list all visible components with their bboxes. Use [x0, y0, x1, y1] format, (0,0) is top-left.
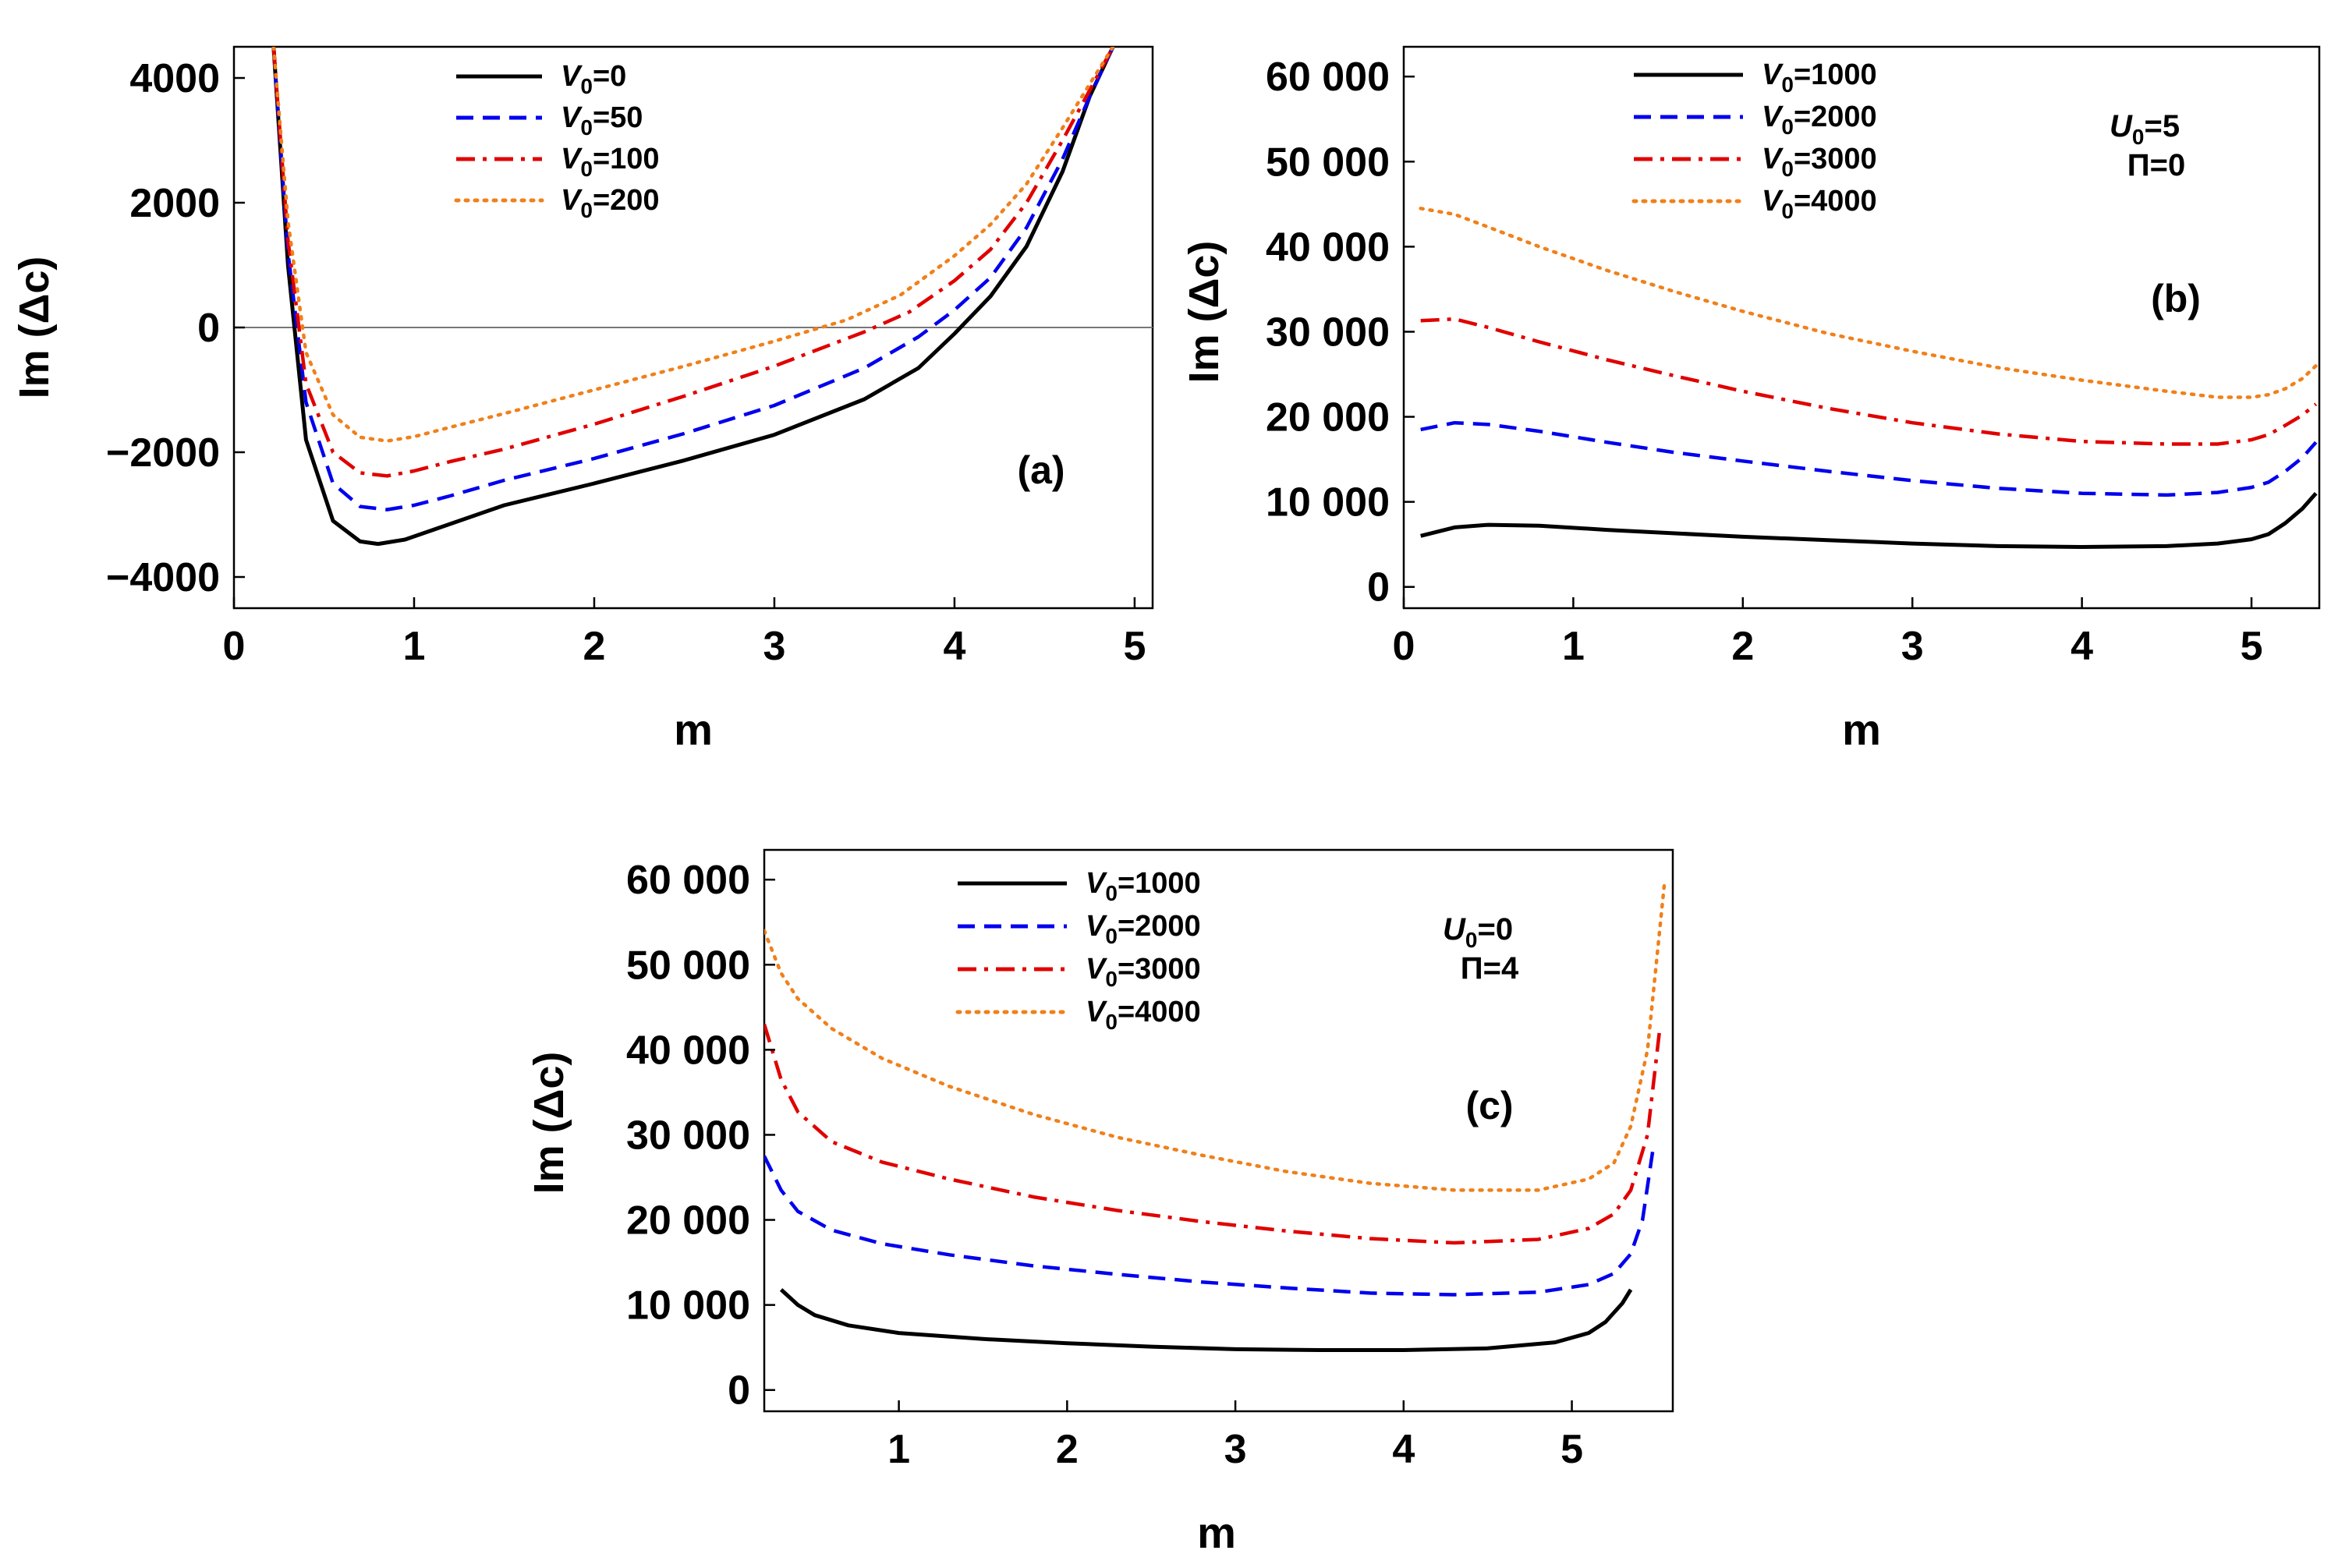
panel-b-series-group: [1419, 207, 2318, 549]
panel-b-legend-label: V0=1000: [1762, 58, 1877, 97]
panel-c-ytick-label: 0: [728, 1368, 750, 1414]
panel-a-series-v0-100: [271, 47, 1115, 478]
panel-b-ytick-label: 30 000: [1266, 310, 1390, 355]
panel-c-series-v0-1000: [779, 1288, 1633, 1352]
panel-c-xtick-label: 1: [887, 1427, 910, 1472]
panel-a-series-v0-200: [271, 47, 1115, 443]
panel-b-ytick-label: 40 000: [1266, 225, 1390, 270]
panel-b-frame: [1402, 45, 2321, 610]
panel-b-xtick-label: 1: [1562, 624, 1585, 669]
panel-c-xtick-label: 3: [1224, 1427, 1247, 1472]
panel-b-annotation: Π=0: [2127, 148, 2186, 182]
panel-b-series-v0-2000: [1420, 420, 2318, 497]
panel-c-legend-label: V0=2000: [1086, 910, 1201, 948]
panel-c-frame: [763, 848, 1674, 1413]
panel-c-series-v0-3000: [764, 1023, 1661, 1245]
panel-b-ytick-label: 50 000: [1266, 140, 1390, 185]
panel-a-ylabel: Im (Δc): [11, 257, 58, 399]
panel-a-xtick-label: 1: [403, 624, 426, 669]
panel-c-xlabel: m: [1197, 1508, 1236, 1557]
panel-a-ytick-label: −4000: [106, 555, 220, 600]
panel-a-legend-label: V0=0: [561, 60, 626, 98]
panel-c-annotations: U0=0Π=4: [1443, 912, 1519, 986]
panel-b-series-v0-1000: [1420, 492, 2318, 549]
panel-a-ytick-label: 2000: [129, 181, 220, 226]
panel-a-legend-label: V0=200: [561, 184, 660, 222]
panel-c-xtick-label: 5: [1560, 1427, 1583, 1472]
panel-b-xtick-label: 2: [1731, 624, 1754, 669]
panel-a-ytick-label: 4000: [129, 56, 220, 101]
panel-c-legend: V0=1000 V0=2000 V0=3000 V0=4000: [955, 867, 1201, 1034]
panel-a-legend-label: V0=50: [561, 101, 643, 140]
panel-c: 1 2 3 4 5 0 10 000 20 000 30 000 40 000 50 000 60 0…: [526, 848, 1674, 1557]
panel-c-legend-label: V0=3000: [1086, 953, 1201, 991]
panel-a-xlabel: m: [674, 705, 713, 754]
panel-b-ytick-label: 0: [1367, 565, 1390, 611]
panel-b-ytick-label: 60 000: [1266, 55, 1390, 100]
panel-b-annotations: U0=5Π=0: [2110, 109, 2185, 182]
panel-c-ytick-label: 60 000: [626, 858, 750, 903]
panel-c-ytick-label: 50 000: [626, 943, 750, 988]
panel-a-xtick-label: 4: [943, 624, 965, 669]
panel-c-ylabel: Im (Δc): [526, 1052, 572, 1195]
panel-b-legend: V0=1000 V0=2000 V0=3000 V0=4000: [1631, 58, 1877, 223]
panel-b-xtick-label: 4: [2071, 624, 2093, 669]
panel-a-xtick-label: 0: [223, 624, 246, 669]
panel-c-annotation: U0=0: [1443, 912, 1513, 952]
panel-b-ytick-label: 10 000: [1266, 480, 1390, 526]
panel-a-xtick-label: 2: [583, 624, 605, 669]
panel-c-series-v0-2000: [764, 1151, 1655, 1297]
panel-a-series-v0-0: [271, 47, 1115, 547]
panel-b-series-v0-4000: [1419, 207, 2318, 399]
panel-b-xlabel: m: [1842, 705, 1881, 754]
panel-a-ytick-label: −2000: [106, 430, 220, 476]
panel-b-legend-label: V0=3000: [1762, 143, 1877, 181]
panel-a-ytick-label: 0: [197, 306, 220, 351]
panel-c-ytick-label: 30 000: [626, 1113, 750, 1158]
panel-b-legend-label: V0=4000: [1762, 185, 1877, 223]
panel-b-xtick-label: 5: [2241, 624, 2263, 669]
panel-c-legend-label: V0=1000: [1086, 867, 1201, 905]
panel-b-xtick-label: 0: [1393, 624, 1415, 669]
panel-a-label: (a): [1017, 448, 1065, 492]
panel-c-ticks-group: 1 2 3 4 5 0 10 000 20 000 30 000 40 000 50 000 60 0…: [626, 858, 1583, 1472]
panel-c-xtick-label: 4: [1392, 1427, 1415, 1472]
panel-b-series-v0-3000: [1420, 317, 2318, 446]
panel-a-legend-label: V0=100: [561, 143, 660, 181]
panel-b-ticks-group: 0 1 2 3 4 5 0 10 000 20 000 30 000 40 000 50 000 60 …: [1266, 55, 2263, 669]
panel-b-ytick-label: 20 000: [1266, 395, 1390, 441]
panel-b-label: (b): [2151, 277, 2201, 320]
panel-c-xtick-label: 2: [1056, 1427, 1079, 1472]
panel-c-label: (c): [1465, 1084, 1513, 1127]
panel-b-xtick-label: 3: [1901, 624, 1924, 669]
panel-c-series-group: [764, 882, 1667, 1352]
panel-c-ytick-label: 20 000: [626, 1198, 750, 1244]
panel-b-annotation: U0=5: [2110, 109, 2180, 149]
panel-c-legend-label: V0=4000: [1086, 996, 1201, 1034]
panel-b-legend-label: V0=2000: [1762, 101, 1877, 139]
panel-c-annotation: Π=4: [1461, 951, 1519, 986]
panel-a-xtick-label: 5: [1123, 624, 1146, 669]
panel-a-series-group: [271, 47, 1115, 547]
panel-b: 0 1 2 3 4 5 0 10 000 20 000 30 000 40 000 50 000 60 …: [1181, 45, 2321, 754]
panel-a-xtick-label: 3: [763, 624, 785, 669]
panel-c-ytick-label: 10 000: [626, 1283, 750, 1329]
panel-a-ticks-group: 0 1 2 3 4 5 −4000 −2000 0 2000 4000: [106, 56, 1146, 669]
panel-b-ylabel: Im (Δc): [1181, 241, 1227, 384]
panel-c-series-v0-4000: [764, 882, 1667, 1192]
panel-c-ytick-label: 40 000: [626, 1028, 750, 1073]
